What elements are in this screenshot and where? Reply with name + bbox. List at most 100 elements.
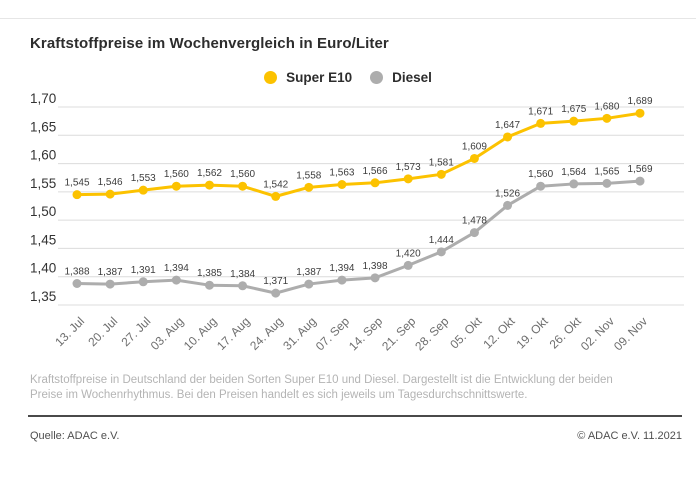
y-axis-tick-label: 1,50 (30, 204, 56, 219)
data-point (337, 180, 347, 190)
data-point (238, 281, 248, 291)
data-point-label: 1,546 (98, 177, 123, 188)
x-axis-tick-label: 07. Sep (313, 314, 352, 353)
data-point (138, 185, 148, 195)
super-e10-line (75, 111, 642, 198)
data-point (536, 118, 546, 128)
data-point (536, 181, 546, 191)
y-axis-tick-label: 1,65 (30, 119, 56, 134)
data-point-label: 1,573 (396, 162, 421, 173)
data-point (503, 132, 513, 142)
data-point-label: 1,387 (98, 267, 123, 278)
data-point-label: 1,581 (429, 157, 454, 168)
data-point-label: 1,609 (462, 141, 487, 152)
data-point (635, 108, 645, 118)
data-point (304, 182, 314, 192)
data-point-label: 1,560 (164, 169, 189, 180)
data-point (337, 275, 347, 285)
chart-legend: Super E10 Diesel (0, 70, 696, 85)
footer: Quelle: ADAC e.V. © ADAC e.V. 11.2021 (30, 430, 682, 442)
chart-footnote: Kraftstoffpreise in Deutschland der beid… (30, 374, 613, 401)
data-point-label: 1,566 (363, 166, 388, 177)
x-axis-tick-label: 21. Sep (379, 314, 418, 353)
y-axis-tick-label: 1,70 (30, 91, 56, 106)
data-point (105, 189, 115, 199)
y-axis-tick-label: 1,35 (30, 289, 56, 304)
copyright-label: © ADAC e.V. 11.2021 (577, 430, 682, 442)
data-point (204, 280, 214, 290)
data-point (635, 176, 645, 186)
data-point (403, 260, 413, 270)
data-point-label: 1,560 (528, 169, 553, 180)
data-point-label: 1,388 (64, 267, 89, 278)
data-point (138, 277, 148, 287)
y-axis-tick-label: 1,45 (30, 232, 56, 247)
data-point-label: 1,444 (429, 235, 454, 246)
data-point-label: 1,675 (561, 104, 586, 115)
data-point (569, 116, 579, 126)
data-point (503, 200, 513, 210)
x-axis-tick-label: 31. Aug (280, 314, 319, 353)
data-point-label: 1,553 (131, 173, 156, 184)
data-point-label: 1,680 (594, 101, 619, 112)
data-point-label: 1,526 (495, 188, 520, 199)
legend-item-super-e10: Super E10 (264, 70, 352, 85)
data-point-label: 1,391 (131, 265, 156, 276)
diesel-line (75, 179, 642, 295)
top-divider (0, 18, 696, 19)
x-axis-tick-label: 10. Aug (181, 314, 220, 353)
x-axis-tick-label: 05. Okt (447, 314, 485, 352)
super-e10-marker-icon (264, 71, 278, 84)
data-point-label: 1,563 (329, 168, 354, 179)
data-point-label: 1,387 (296, 267, 321, 278)
x-axis-tick-label: 17. Aug (214, 314, 253, 353)
data-point (469, 228, 479, 238)
data-point-label: 1,385 (197, 268, 222, 279)
data-point (436, 169, 446, 179)
legend-label-super-e10: Super E10 (286, 70, 353, 85)
y-axis-tick-label: 1,55 (30, 176, 56, 191)
data-point-label: 1,565 (594, 166, 619, 177)
data-point-label: 1,564 (561, 167, 586, 178)
page-title: Kraftstoffpreise im Wochenvergleich in E… (30, 35, 389, 52)
data-point (569, 179, 579, 189)
data-point (304, 279, 314, 289)
x-axis-tick-label: 28. Sep (412, 314, 451, 353)
y-axis-tick-label: 1,60 (30, 148, 56, 163)
data-point-label: 1,569 (627, 164, 652, 175)
data-point-label: 1,394 (164, 263, 189, 274)
data-point (370, 273, 380, 283)
x-axis-tick-label: 13. Jul (52, 314, 87, 349)
x-axis-tick-label: 20. Jul (85, 314, 120, 349)
x-axis-tick-label: 24. Aug (247, 314, 286, 353)
data-point-label: 1,560 (230, 169, 255, 180)
data-point-label: 1,689 (627, 96, 652, 107)
x-axis-tick-label: 12. Okt (480, 314, 518, 352)
data-point-label: 1,542 (263, 179, 288, 190)
data-point (204, 180, 214, 190)
x-axis-tick-label: 26. Okt (547, 314, 585, 352)
diesel-marker-icon (370, 71, 384, 84)
x-axis-tick-label: 03. Aug (148, 314, 187, 353)
data-point (602, 113, 612, 123)
data-point (72, 190, 82, 200)
data-point (105, 279, 115, 289)
data-point (271, 191, 281, 201)
footer-divider (28, 415, 682, 417)
data-point-label: 1,562 (197, 168, 222, 179)
data-point-label: 1,545 (64, 178, 89, 189)
data-point (370, 178, 380, 188)
data-point (238, 181, 248, 191)
data-point (271, 288, 281, 298)
data-point (171, 181, 181, 191)
x-axis-tick-label: 02. Nov (578, 314, 617, 353)
legend-item-diesel: Diesel (370, 70, 432, 85)
x-axis-tick-label: 09. Nov (611, 314, 650, 353)
data-point-label: 1,398 (363, 261, 388, 272)
data-point (436, 247, 446, 257)
data-point (602, 178, 612, 188)
source-label: Quelle: ADAC e.V. (30, 430, 120, 442)
data-point-label: 1,647 (495, 120, 520, 131)
